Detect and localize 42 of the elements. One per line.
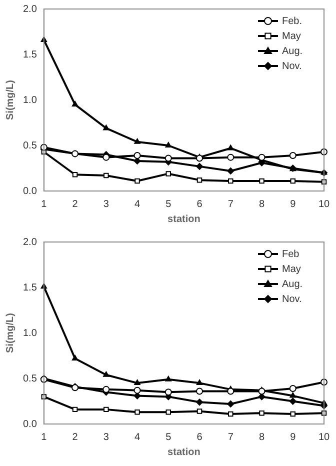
x-tick-label: 8 bbox=[258, 432, 265, 443]
x-tick-label: 9 bbox=[290, 198, 296, 210]
y-axis-title: Si(mg/L) bbox=[4, 313, 16, 353]
x-tick-label: 7 bbox=[228, 198, 234, 210]
x-axis-title: station bbox=[168, 214, 200, 225]
x-tick-label: 5 bbox=[166, 432, 172, 443]
x-tick-label: 9 bbox=[290, 432, 296, 443]
y-tick-label: 1.0 bbox=[22, 328, 38, 339]
y-tick-label: 0.0 bbox=[22, 418, 38, 430]
legend-label: Aug. bbox=[282, 46, 303, 57]
y-tick-label: 1.5 bbox=[22, 49, 38, 60]
legend-label: May bbox=[282, 30, 301, 42]
x-tick-label: 4 bbox=[134, 432, 140, 443]
y-axis-title: Si(mg/L) bbox=[4, 80, 16, 120]
x-tick-label: 8 bbox=[258, 198, 265, 210]
x-tick-label: 2 bbox=[72, 432, 78, 443]
y-tick-label: 0.5 bbox=[22, 373, 38, 384]
legend-label: Nov. bbox=[282, 294, 302, 305]
y-tick-label: 1.5 bbox=[22, 282, 38, 294]
x-tick-label: 3 bbox=[103, 432, 110, 443]
x-tick-label: 3 bbox=[103, 198, 110, 210]
x-axis-title: station bbox=[168, 446, 200, 458]
y-tick-label: 2.0 bbox=[22, 4, 38, 15]
y-tick-label: 1.0 bbox=[22, 94, 38, 106]
y-tick-label: 2.0 bbox=[22, 236, 38, 248]
x-tick-label: 6 bbox=[196, 432, 203, 443]
x-tick-label: 1 bbox=[41, 198, 48, 210]
x-tick-label: 6 bbox=[196, 198, 203, 210]
x-tick-label: 7 bbox=[228, 432, 234, 443]
legend-label: Aug. bbox=[282, 278, 303, 290]
y-tick-label: 0.5 bbox=[22, 140, 38, 152]
x-tick-label: 2 bbox=[72, 198, 78, 210]
legend-label: Nov. bbox=[282, 60, 302, 72]
legend-label: Feb. bbox=[282, 16, 302, 27]
x-tick-label: 10 bbox=[318, 198, 330, 210]
x-tick-label: 5 bbox=[166, 198, 172, 210]
x-tick-label: 1 bbox=[41, 432, 48, 443]
x-tick-label: 10 bbox=[318, 432, 330, 443]
y-tick-label: 0.0 bbox=[22, 186, 38, 197]
x-tick-label: 4 bbox=[134, 198, 140, 210]
legend-label: May bbox=[282, 264, 301, 275]
legend-label: Feb bbox=[282, 248, 300, 260]
